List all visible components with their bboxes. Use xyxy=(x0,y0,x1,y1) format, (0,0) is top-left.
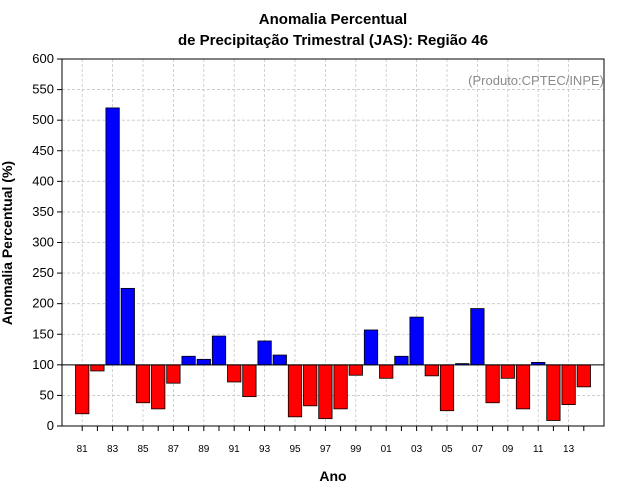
x-tick-label: 93 xyxy=(259,444,271,455)
bar-03 xyxy=(409,316,424,366)
bar-89 xyxy=(196,358,211,366)
x-tick-label: 89 xyxy=(198,444,210,455)
x-axis: 81 83 85 87 89 91 93 95 97 99 01 03 05 07 09 11 13 xyxy=(77,426,585,455)
y-tick-label: 100 xyxy=(32,357,54,372)
x-tick-label: 07 xyxy=(472,444,484,455)
bar-12 xyxy=(546,364,561,421)
bar-87 xyxy=(166,364,181,384)
bar-81 xyxy=(75,364,90,415)
bar-98 xyxy=(333,364,348,410)
y-axis-label: Anomalia Percentual (%) xyxy=(0,161,15,325)
bar-04 xyxy=(424,364,439,377)
bar-94 xyxy=(272,354,287,366)
y-tick-label: 500 xyxy=(32,112,54,127)
bar-05 xyxy=(439,364,455,412)
y-tick-label: 200 xyxy=(32,296,54,311)
bar-13 xyxy=(561,364,576,405)
bar-07 xyxy=(470,308,485,366)
y-tick-label: 50 xyxy=(40,387,54,402)
bar-90 xyxy=(211,335,227,366)
bar-97 xyxy=(318,364,333,420)
bar-82 xyxy=(90,364,105,372)
bar-00 xyxy=(363,329,379,366)
y-tick-label: 450 xyxy=(32,143,54,158)
x-tick-label: 11 xyxy=(533,444,544,455)
y-tick-label: 550 xyxy=(32,82,54,97)
x-axis-label: Ano xyxy=(319,468,346,484)
bar-93 xyxy=(257,340,272,366)
bar-86 xyxy=(151,364,166,410)
x-tick-label: 09 xyxy=(502,444,514,455)
x-tick-label: 05 xyxy=(441,444,453,455)
chart-title-line-1: Anomalia Percentual xyxy=(259,11,407,28)
bar-88 xyxy=(181,355,196,366)
bar-09 xyxy=(500,364,515,379)
bar-10 xyxy=(515,364,531,410)
x-tick-label: 01 xyxy=(381,444,393,455)
bar-95 xyxy=(287,364,303,418)
x-tick-label: 81 xyxy=(77,444,89,455)
x-tick-label: 91 xyxy=(229,444,241,455)
y-axis: 0 50 100 150 200 250 300 350 400 450 500 550 600 xyxy=(32,51,62,433)
bar-92 xyxy=(242,364,257,398)
x-tick-label: 97 xyxy=(320,444,332,455)
bar-85 xyxy=(135,364,151,404)
x-tick-label: 87 xyxy=(168,444,180,455)
y-tick-label: 250 xyxy=(32,265,54,280)
bar-99 xyxy=(348,364,363,376)
credit-label: (Produto:CPTEC/INPE) xyxy=(468,73,604,88)
y-tick-label: 0 xyxy=(47,418,54,433)
bar-02 xyxy=(394,355,409,366)
x-tick-label: 99 xyxy=(350,444,362,455)
bar-14 xyxy=(576,364,591,388)
y-tick-label: 600 xyxy=(32,51,54,66)
y-tick-label: 350 xyxy=(32,204,54,219)
x-tick-label: 83 xyxy=(107,444,119,455)
y-tick-label: 300 xyxy=(32,235,54,250)
bar-83 xyxy=(105,107,120,366)
y-tick-label: 150 xyxy=(32,326,54,341)
bar-08 xyxy=(485,364,500,404)
x-tick-label: 13 xyxy=(563,444,575,455)
bar-84 xyxy=(120,287,135,366)
bar-96 xyxy=(303,364,318,407)
x-tick-label: 95 xyxy=(289,444,301,455)
y-tick-label: 400 xyxy=(32,173,54,188)
bar-91 xyxy=(227,364,242,383)
bar-01 xyxy=(379,364,394,379)
bars xyxy=(75,107,591,421)
chart-title-line-2: de Precipitação Trimestral (JAS): Região… xyxy=(178,32,488,49)
x-tick-label: 03 xyxy=(411,444,423,455)
x-tick-label: 85 xyxy=(137,444,149,455)
